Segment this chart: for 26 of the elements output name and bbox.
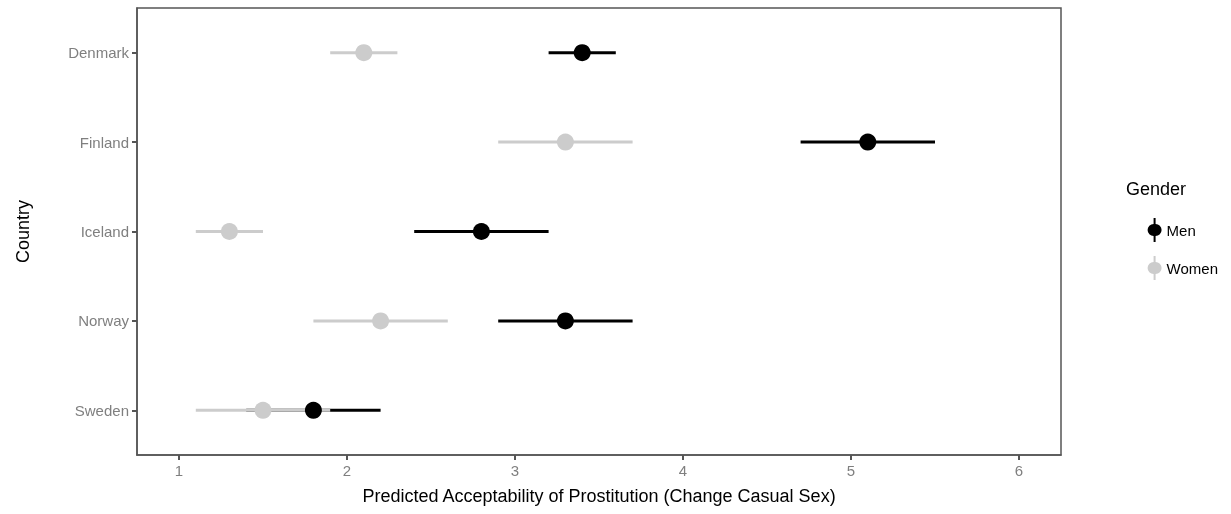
x-axis-title: Predicted Acceptability of Prostitution (Change Casual Sex) bbox=[362, 486, 836, 506]
x-tick-label: 4 bbox=[678, 462, 688, 479]
x-tick-label: 2 bbox=[342, 462, 352, 479]
x-tick-label: 3 bbox=[510, 462, 520, 479]
point bbox=[472, 223, 490, 240]
x-tick-label: 5 bbox=[846, 462, 856, 479]
point bbox=[573, 44, 591, 62]
y-tick-label: Denmark bbox=[68, 44, 130, 62]
point bbox=[372, 312, 390, 330]
legend-title: Gender bbox=[1125, 179, 1187, 199]
x-tick-label: 1 bbox=[174, 462, 184, 479]
y-tick-label: Sweden bbox=[74, 401, 129, 419]
y-tick-label: Norway bbox=[78, 312, 130, 330]
point bbox=[254, 401, 272, 419]
y-tick-label: Finland bbox=[79, 133, 129, 151]
y-tick-label: Iceland bbox=[80, 223, 129, 240]
point bbox=[556, 133, 574, 151]
x-tick-label: 6 bbox=[1014, 462, 1024, 479]
legend-label: Men bbox=[1166, 221, 1196, 239]
y-axis-title: Country bbox=[13, 199, 33, 264]
point bbox=[220, 223, 238, 240]
legend-label: Women bbox=[1166, 259, 1219, 277]
point bbox=[304, 401, 322, 419]
point bbox=[355, 44, 373, 62]
point bbox=[859, 133, 877, 151]
point bbox=[556, 312, 574, 330]
